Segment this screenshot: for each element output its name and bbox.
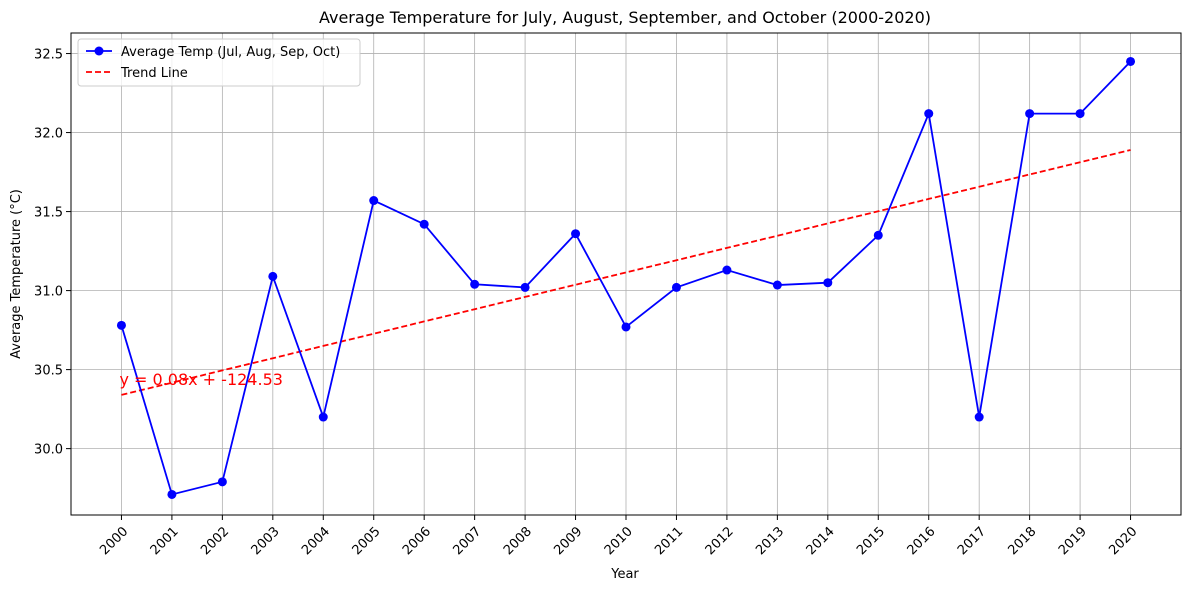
data-point (873, 230, 883, 240)
y-tick-label: 30.0 (34, 443, 63, 458)
data-point (419, 219, 429, 229)
data-point (470, 279, 480, 289)
temperature-series-layer (116, 56, 1136, 499)
data-point (924, 109, 934, 119)
legend-series-marker (94, 46, 104, 56)
y-tick-label: 32.5 (34, 48, 63, 63)
y-tick-label: 32.0 (34, 127, 63, 142)
trend-line (121, 149, 1131, 396)
data-point (772, 280, 782, 290)
y-axis-ticks: 30.0 30.5 31.0 31.5 32.0 32.5 (34, 48, 71, 458)
y-tick-label: 31.0 (34, 285, 63, 300)
data-point (1126, 56, 1136, 66)
legend-series-label: Average Temp (Jul, Aug, Sep, Oct) (121, 45, 340, 60)
data-point (1075, 109, 1085, 119)
legend: Average Temp (Jul, Aug, Sep, Oct) Trend … (77, 38, 361, 87)
data-point (722, 265, 732, 275)
data-point (116, 320, 126, 330)
data-point (823, 278, 833, 288)
trend-equation-annotation: y = 0.08x + -124.53 (119, 370, 282, 389)
data-point (318, 412, 328, 422)
data-point (520, 282, 530, 292)
data-point (671, 282, 681, 292)
data-point (217, 477, 227, 487)
data-point (571, 229, 581, 239)
data-point (369, 196, 379, 206)
data-point (1025, 109, 1035, 119)
data-point (167, 489, 177, 499)
trend-line-layer (121, 149, 1131, 396)
data-point (268, 271, 278, 281)
legend-box (77, 38, 361, 87)
y-axis-label: Average Temperature (°C) (9, 189, 24, 359)
legend-trend-label: Trend Line (120, 66, 188, 81)
x-axis-label: Year (610, 567, 639, 582)
data-point (621, 322, 631, 332)
y-tick-label: 30.5 (34, 364, 63, 379)
y-tick-label: 31.5 (34, 206, 63, 221)
chart-title: Average Temperature for July, August, Se… (319, 8, 931, 27)
data-point (974, 412, 984, 422)
